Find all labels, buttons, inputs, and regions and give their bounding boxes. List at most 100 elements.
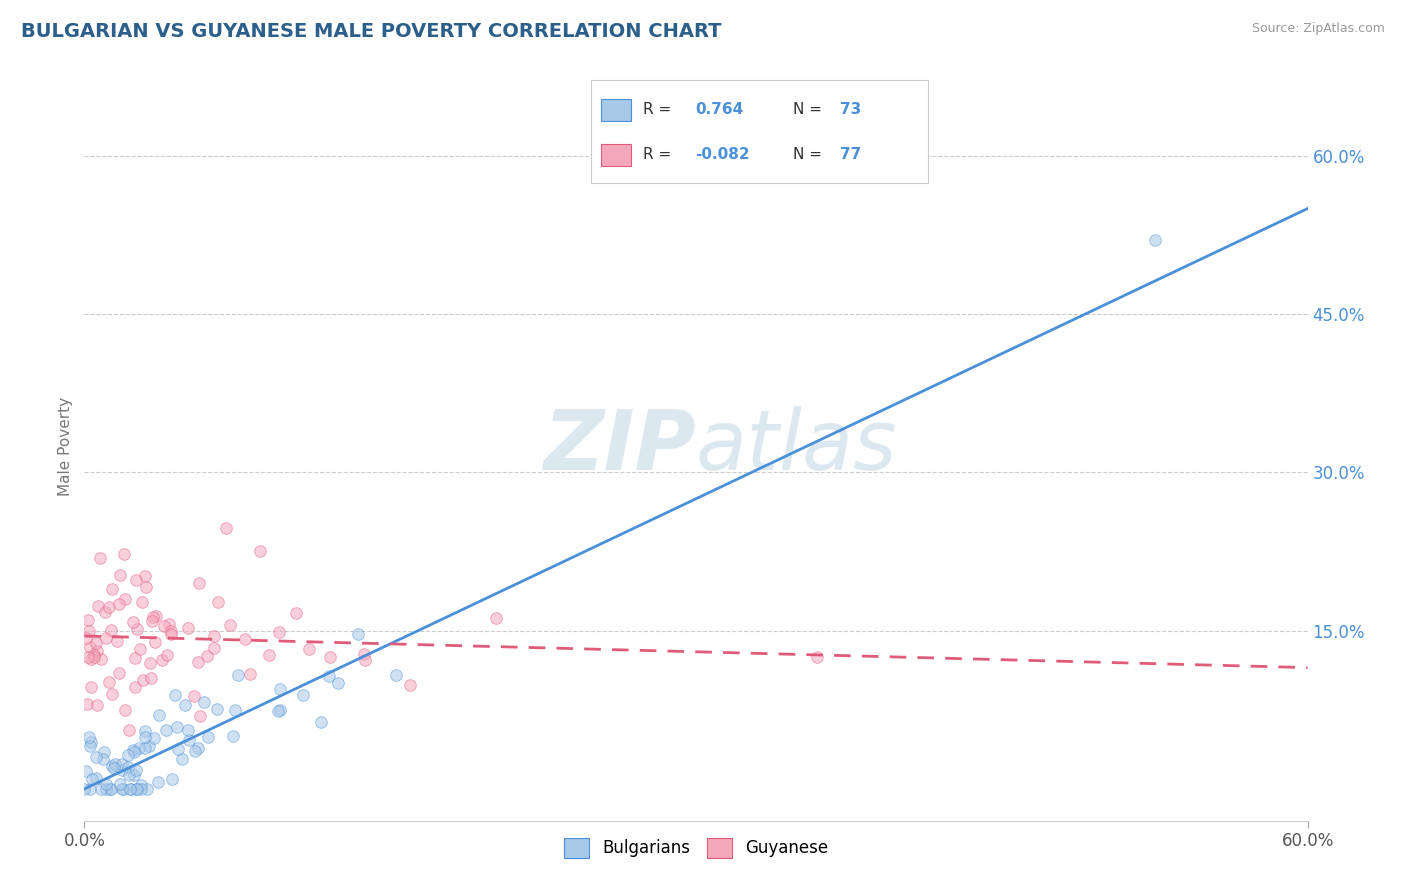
Bar <box>600 144 631 167</box>
Point <box>183 743 205 757</box>
Point <box>128 740 150 755</box>
Point <box>129 782 152 797</box>
Point <box>1143 233 1166 247</box>
Point <box>384 668 406 682</box>
Point <box>188 708 211 723</box>
Point <box>202 629 225 643</box>
Point <box>118 782 141 797</box>
Bar <box>600 99 631 121</box>
Point <box>112 782 135 797</box>
Point <box>100 623 122 637</box>
Point <box>193 695 215 709</box>
Point <box>98 600 121 615</box>
Text: 73: 73 <box>841 102 862 117</box>
Point <box>150 652 173 666</box>
Point <box>266 704 288 718</box>
Text: N =: N = <box>793 102 827 117</box>
Point <box>309 714 332 729</box>
Point <box>155 723 177 737</box>
Point <box>285 606 308 620</box>
Y-axis label: Male Poverty: Male Poverty <box>58 396 73 496</box>
Point <box>145 608 167 623</box>
Point <box>129 778 152 792</box>
Point <box>267 625 290 640</box>
Point <box>143 635 166 649</box>
Point <box>167 742 190 756</box>
Point <box>177 723 200 737</box>
Point <box>124 650 146 665</box>
Point <box>114 703 136 717</box>
Point <box>108 777 131 791</box>
Point <box>101 582 124 597</box>
Point <box>195 649 218 664</box>
Point <box>117 760 139 774</box>
Point <box>76 613 98 627</box>
Point <box>101 759 124 773</box>
Point <box>128 641 150 656</box>
Point <box>138 739 160 753</box>
Point <box>233 632 256 647</box>
Point <box>73 782 96 797</box>
Point <box>80 735 103 749</box>
Point <box>326 676 349 690</box>
Point <box>93 745 115 759</box>
Point <box>219 617 242 632</box>
Point <box>197 730 219 744</box>
Point <box>100 782 122 797</box>
Point <box>86 644 108 658</box>
Point <box>202 641 225 656</box>
Point <box>346 627 368 641</box>
Point <box>83 648 105 662</box>
Point <box>127 782 149 797</box>
Point <box>125 764 148 778</box>
Point <box>131 595 153 609</box>
Point <box>139 671 162 685</box>
Point <box>222 729 245 743</box>
Point <box>82 772 104 787</box>
Point <box>215 521 238 535</box>
Point <box>141 614 163 628</box>
Point <box>224 703 246 717</box>
Point <box>134 569 156 583</box>
Point <box>174 698 197 713</box>
Point <box>269 703 291 717</box>
Point <box>134 731 156 745</box>
Point <box>485 611 508 625</box>
Text: R =: R = <box>643 146 676 161</box>
Point <box>120 782 142 797</box>
Point <box>125 622 148 636</box>
Point <box>104 757 127 772</box>
Point <box>163 689 186 703</box>
Point <box>94 782 117 797</box>
Point <box>298 641 321 656</box>
Point <box>207 595 229 609</box>
Point <box>76 697 98 711</box>
Text: -0.082: -0.082 <box>695 146 749 161</box>
Point <box>111 756 134 771</box>
Point <box>160 772 183 787</box>
Point <box>121 615 143 629</box>
Point <box>89 551 111 566</box>
Point <box>125 782 148 797</box>
Point <box>142 609 165 624</box>
Point <box>117 748 139 763</box>
Point <box>90 652 112 666</box>
Point <box>157 617 180 632</box>
Point <box>83 650 105 665</box>
Point <box>139 656 162 670</box>
Point <box>160 627 183 641</box>
Point <box>84 750 107 764</box>
Point <box>122 742 145 756</box>
Point <box>124 746 146 760</box>
Point <box>153 619 176 633</box>
Point <box>107 665 129 680</box>
Point <box>101 687 124 701</box>
Point <box>398 678 420 692</box>
Point <box>75 632 97 646</box>
Point <box>98 782 121 797</box>
Point <box>353 647 375 661</box>
Point <box>142 731 165 745</box>
Point <box>111 782 134 797</box>
Point <box>118 767 141 781</box>
Point <box>91 752 114 766</box>
